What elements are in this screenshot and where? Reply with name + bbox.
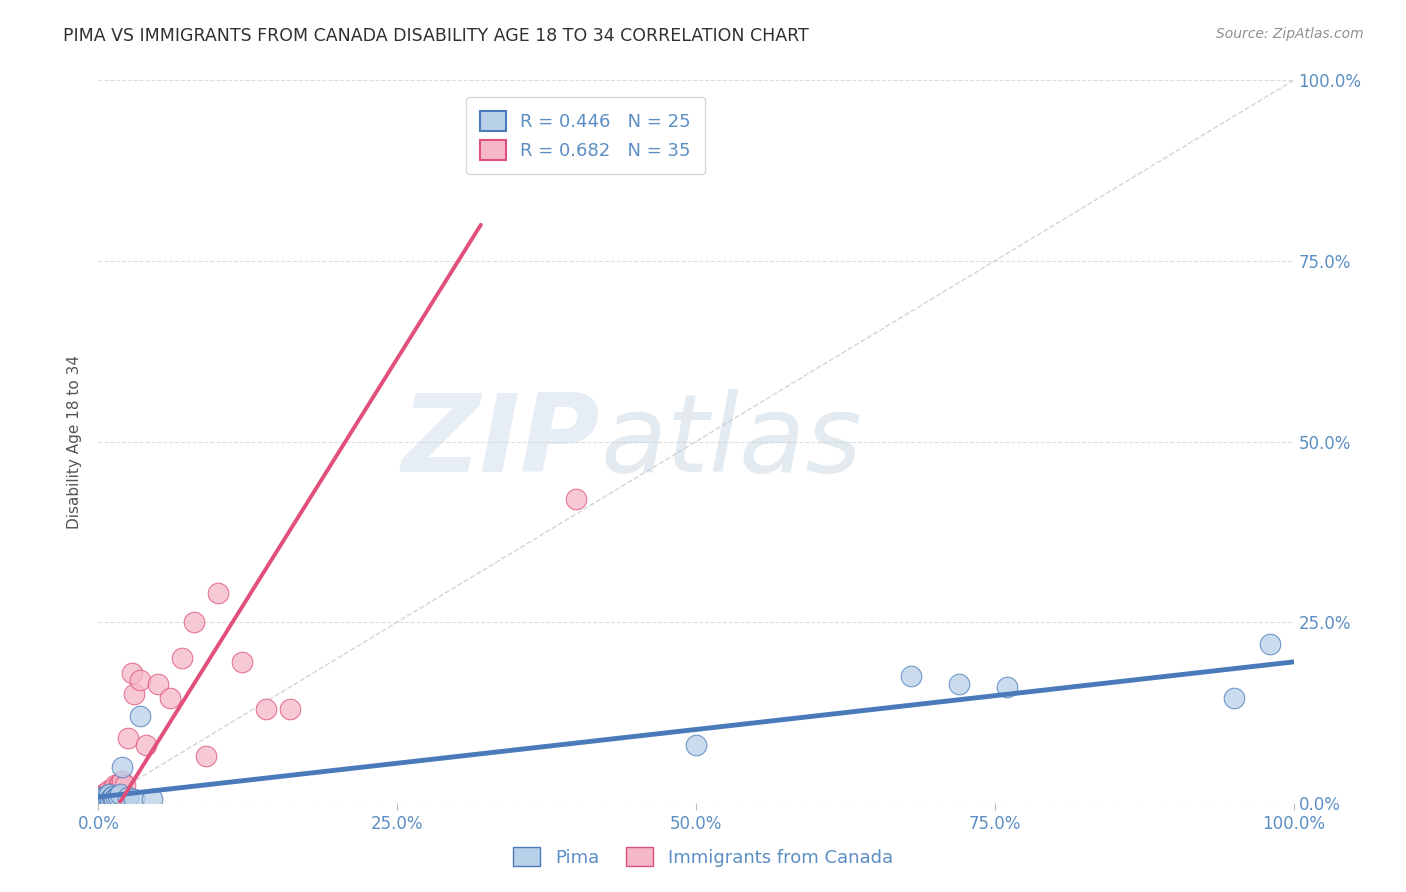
Point: [104, 778, 127, 792]
Point: [111, 760, 134, 774]
Legend: R = 0.446   N = 25, R = 0.682   N = 35: R = 0.446 N = 25, R = 0.682 N = 35: [465, 96, 706, 174]
Point: [685, 738, 707, 752]
Point: [107, 778, 129, 792]
Point: [110, 780, 132, 794]
Point: [98, 787, 122, 801]
Text: ZIP: ZIP: [402, 389, 600, 494]
Legend: Pima, Immigrants from Canada: Pima, Immigrants from Canada: [506, 840, 900, 874]
Point: [135, 738, 157, 752]
Point: [93, 792, 115, 806]
Point: [565, 492, 588, 507]
Point: [90, 792, 112, 806]
Point: [121, 665, 143, 680]
Point: [111, 774, 134, 789]
Point: [172, 651, 194, 665]
Point: [91, 790, 114, 805]
Point: [100, 790, 122, 805]
Point: [159, 691, 181, 706]
Point: [107, 789, 129, 803]
Point: [108, 787, 131, 801]
Point: [97, 790, 120, 805]
Point: [98, 787, 121, 801]
Point: [105, 785, 128, 799]
Point: [91, 792, 114, 806]
Point: [183, 615, 205, 630]
Point: [94, 790, 117, 805]
Point: [148, 676, 170, 690]
Point: [124, 792, 146, 806]
Point: [97, 790, 120, 805]
Point: [278, 702, 301, 716]
Point: [101, 789, 124, 803]
Point: [1223, 691, 1246, 706]
Point: [231, 655, 253, 669]
Point: [98, 792, 122, 806]
Point: [129, 673, 152, 687]
Point: [207, 586, 229, 600]
Point: [124, 687, 146, 701]
Point: [254, 702, 277, 716]
Point: [101, 781, 124, 796]
Point: [105, 790, 128, 805]
Point: [93, 787, 115, 801]
Point: [108, 775, 131, 789]
Point: [91, 789, 114, 803]
Point: [114, 778, 136, 792]
Point: [141, 792, 163, 806]
Point: [995, 680, 1018, 694]
Point: [103, 789, 125, 803]
Point: [948, 676, 970, 690]
Point: [117, 731, 139, 745]
Point: [103, 792, 125, 806]
Point: [107, 781, 129, 796]
Point: [129, 709, 152, 723]
Text: atlas: atlas: [600, 389, 862, 494]
Point: [98, 782, 121, 797]
Point: [195, 748, 218, 763]
Text: Source: ZipAtlas.com: Source: ZipAtlas.com: [1216, 27, 1364, 41]
Point: [90, 792, 112, 806]
Point: [100, 785, 122, 799]
Point: [96, 792, 118, 806]
Y-axis label: Disability Age 18 to 34: Disability Age 18 to 34: [67, 354, 83, 529]
Point: [900, 669, 922, 683]
Point: [117, 790, 139, 805]
Point: [94, 789, 117, 803]
Point: [1258, 637, 1281, 651]
Point: [96, 785, 118, 799]
Text: PIMA VS IMMIGRANTS FROM CANADA DISABILITY AGE 18 TO 34 CORRELATION CHART: PIMA VS IMMIGRANTS FROM CANADA DISABILIT…: [63, 27, 808, 45]
